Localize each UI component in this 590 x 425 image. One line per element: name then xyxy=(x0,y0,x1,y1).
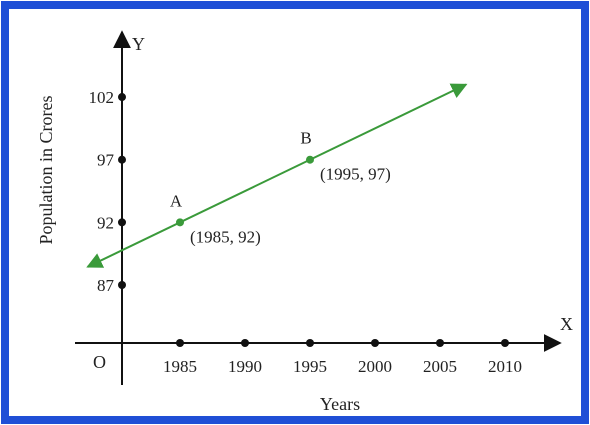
y-tick-label: 92 xyxy=(97,213,114,232)
trend-line xyxy=(86,83,468,268)
data-point-b xyxy=(306,155,314,164)
point-coord-label: (1995, 97) xyxy=(320,165,391,184)
point-group: A (1985, 92) B (1995, 97) xyxy=(170,129,391,247)
data-point-a xyxy=(176,218,184,227)
y-tick-dot xyxy=(118,218,126,227)
y-tick-dot xyxy=(118,155,126,164)
y-tick-label: 87 xyxy=(97,276,115,295)
point-name-label: A xyxy=(170,191,183,210)
x-tick-dot xyxy=(371,339,379,347)
y-tick-label: 97 xyxy=(97,151,115,170)
x-axis-title: Years xyxy=(320,394,360,414)
y-axis-title: Population in Crores xyxy=(36,96,56,245)
x-tick-label: 1990 xyxy=(228,357,262,376)
x-tick-dot xyxy=(241,339,249,347)
origin-label: O xyxy=(93,352,106,372)
x-tick-dot xyxy=(306,339,314,347)
x-tick-label: 2010 xyxy=(488,357,522,376)
x-tick-label: 1995 xyxy=(293,357,327,376)
y-tick-label: 102 xyxy=(89,88,115,107)
x-tick-label: 1985 xyxy=(163,357,197,376)
x-tick-label: 2005 xyxy=(423,357,457,376)
point-coord-label: (1985, 92) xyxy=(190,227,261,246)
point-name-label: B xyxy=(300,129,311,148)
x-tick-dot xyxy=(501,339,509,347)
x-tick-label: 2000 xyxy=(358,357,392,376)
y-tick-dot xyxy=(118,281,126,289)
y-tick-dot xyxy=(118,93,126,102)
x-tick-dot xyxy=(436,339,444,347)
y-axis-letter: Y xyxy=(132,34,145,54)
x-axis-letter: X xyxy=(560,314,573,334)
x-tick-dot xyxy=(176,339,184,347)
x-tick-group: 1985 1990 1995 2000 2005 2010 xyxy=(163,339,522,376)
